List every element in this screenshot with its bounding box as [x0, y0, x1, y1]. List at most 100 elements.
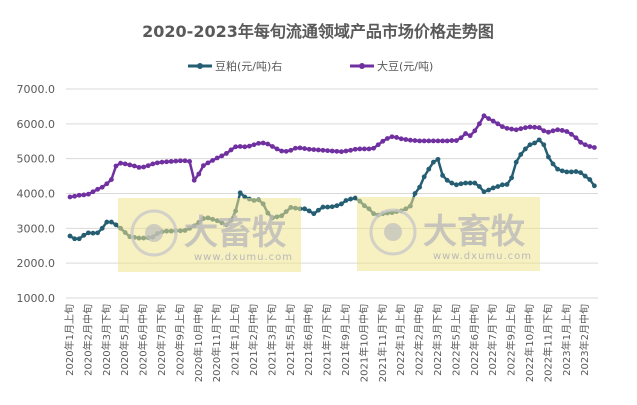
- data-point: [122, 161, 128, 167]
- y-tick-label: 3000.0: [17, 222, 56, 235]
- x-tick-label: 2021年7月下旬: [321, 304, 334, 376]
- data-point: [155, 160, 160, 166]
- data-point: [500, 124, 505, 130]
- data-point: [532, 140, 537, 146]
- data-point: [412, 191, 418, 196]
- data-point: [481, 113, 487, 119]
- data-point: [495, 184, 501, 189]
- data-point: [592, 145, 597, 150]
- watermark-url: www.dxumu.com: [433, 251, 532, 262]
- x-tick-label: 2022年6月中旬: [468, 304, 481, 376]
- data-point: [95, 186, 100, 192]
- data-point: [320, 147, 326, 153]
- x-tick-label: 2020年5月上旬: [118, 304, 131, 376]
- data-point: [67, 233, 73, 239]
- x-tick-label: 2021年11月下旬: [376, 304, 389, 382]
- data-point: [435, 138, 441, 144]
- data-point: [274, 146, 280, 152]
- data-point: [339, 149, 344, 155]
- data-point: [550, 161, 556, 167]
- x-tick-label: 2022年7月下旬: [486, 304, 499, 376]
- data-point: [592, 183, 597, 189]
- data-point: [237, 190, 243, 196]
- data-point: [113, 163, 119, 169]
- series-soybean: [67, 113, 597, 200]
- x-axis: 2020年1月上旬 2020年2月中旬 2020年3月下旬 2020年5月上旬 2020…: [63, 304, 591, 382]
- x-tick-label: 2023年2月中旬: [578, 304, 591, 376]
- data-point: [348, 196, 353, 202]
- data-point: [435, 156, 441, 162]
- data-point: [168, 159, 174, 164]
- x-tick-label: 2022年3月下旬: [431, 304, 444, 376]
- data-point: [536, 137, 542, 143]
- data-point: [352, 195, 358, 201]
- data-point: [463, 131, 468, 136]
- data-point: [587, 177, 593, 182]
- y-tick-label: 2000.0: [17, 257, 56, 270]
- data-point: [145, 163, 151, 169]
- x-tick-label: 2021年6月中旬: [302, 304, 315, 376]
- data-point: [444, 177, 450, 183]
- data-point: [458, 181, 464, 187]
- data-point: [486, 187, 491, 193]
- data-point: [463, 180, 468, 186]
- data-point: [205, 160, 211, 166]
- data-point: [513, 127, 519, 133]
- x-tick-label: 2021年9月上旬: [339, 304, 352, 376]
- data-point: [449, 138, 455, 143]
- data-point: [481, 189, 487, 195]
- data-point: [477, 184, 482, 189]
- data-point: [191, 177, 197, 183]
- data-point: [293, 145, 298, 151]
- data-point: [523, 125, 528, 131]
- data-point: [159, 159, 165, 165]
- data-point: [302, 146, 307, 151]
- data-point: [343, 148, 349, 154]
- data-point: [550, 128, 556, 134]
- data-point: [81, 192, 87, 198]
- data-point: [541, 142, 547, 148]
- data-point: [109, 177, 114, 182]
- x-tick-label: 2022年11月下旬: [541, 304, 554, 382]
- y-axis: 1000.0 2000.0 3000.0 4000.0 5000.0 6000.0 7000…: [17, 83, 56, 305]
- data-point: [72, 236, 77, 242]
- data-point: [316, 207, 321, 213]
- data-point: [182, 158, 188, 164]
- data-point: [260, 140, 266, 146]
- data-point: [444, 138, 450, 144]
- watermark-brand: 大畜牧: [423, 212, 526, 252]
- data-point: [104, 219, 110, 225]
- data-point: [417, 184, 422, 190]
- data-point: [385, 136, 390, 141]
- data-point: [76, 236, 82, 242]
- data-point: [247, 143, 252, 149]
- data-point: [311, 211, 317, 217]
- data-point: [366, 146, 372, 152]
- x-tick-label: 2020年6月中旬: [137, 304, 150, 376]
- x-tick-label: 2020年2月中旬: [81, 304, 94, 376]
- data-point: [251, 142, 257, 148]
- data-point: [297, 145, 303, 151]
- data-point: [348, 147, 353, 153]
- data-point: [440, 172, 445, 178]
- data-point: [578, 139, 583, 145]
- data-point: [555, 166, 560, 172]
- x-tick-label: 2022年2月中旬: [413, 304, 426, 376]
- data-point: [467, 180, 473, 186]
- legend-label-soymeal: 豆粕(元/吨)右: [215, 59, 282, 73]
- x-tick-label: 2020年11月下旬: [210, 304, 223, 382]
- watermark-logo-dot: [145, 224, 163, 242]
- data-point: [187, 159, 193, 164]
- data-point: [490, 185, 496, 191]
- data-point: [541, 128, 547, 134]
- x-tick-label: 2021年5月上旬: [284, 304, 297, 376]
- data-point: [532, 124, 537, 130]
- x-tick-label: 2020年7月下旬: [155, 304, 168, 376]
- x-tick-label: 2022年10月中旬: [523, 304, 536, 382]
- data-point: [417, 138, 422, 144]
- data-point: [564, 129, 570, 134]
- data-point: [228, 147, 234, 153]
- data-point: [339, 201, 344, 207]
- data-point: [233, 144, 239, 150]
- data-point: [490, 118, 496, 124]
